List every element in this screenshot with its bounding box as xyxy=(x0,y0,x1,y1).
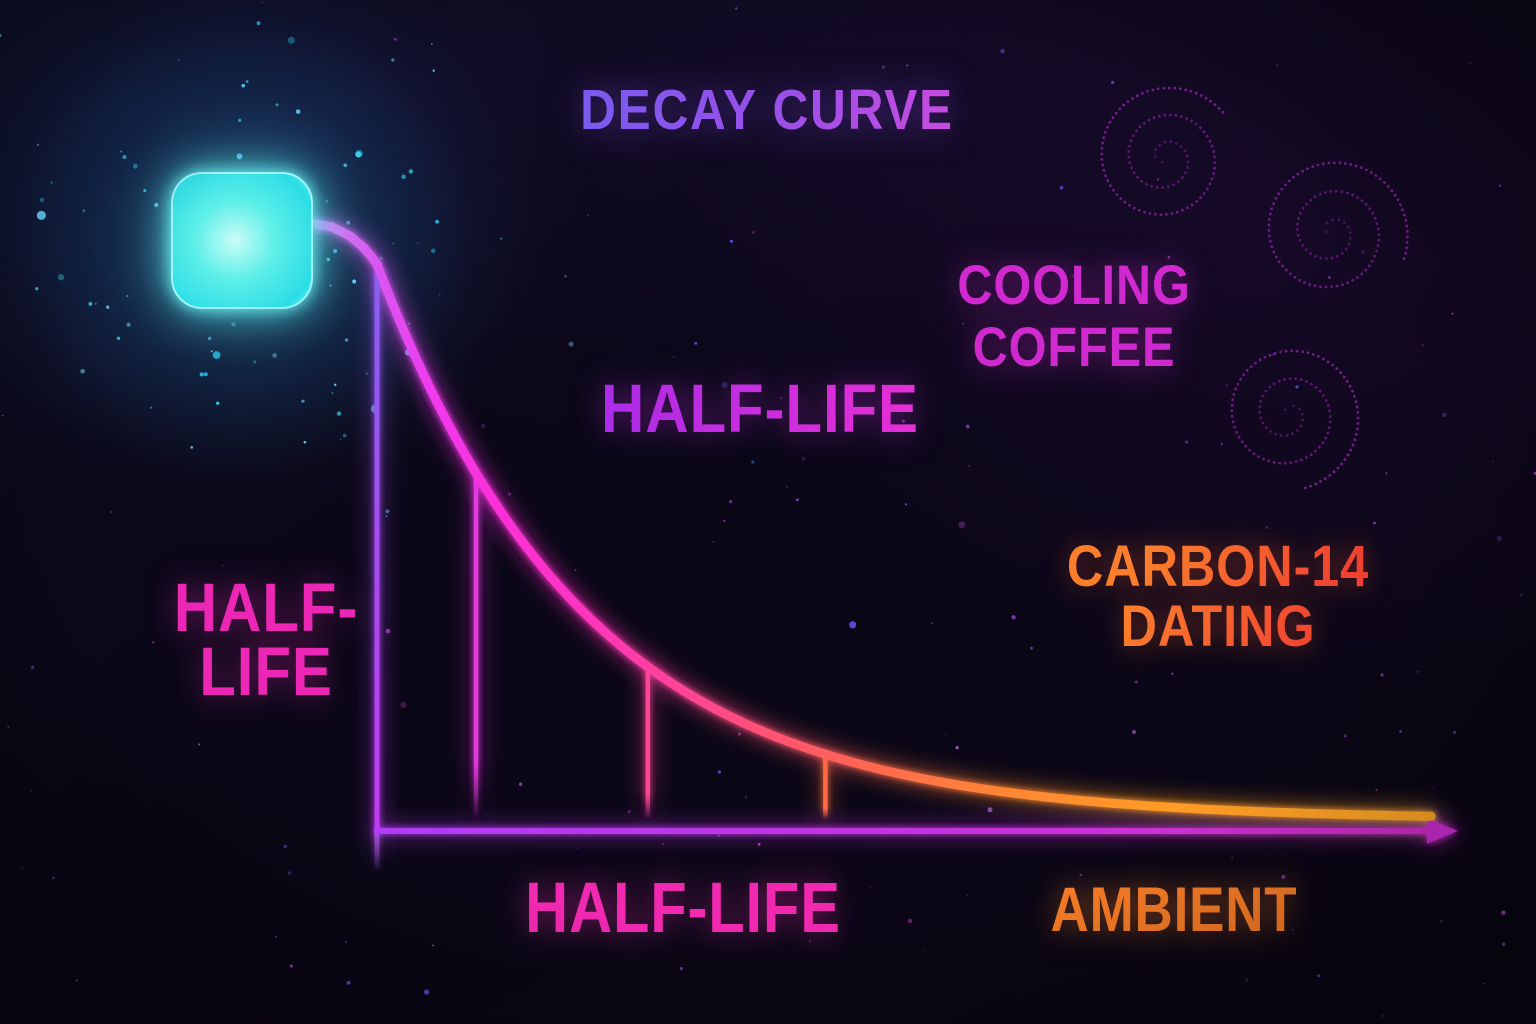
carbon-line2: DATING xyxy=(1120,594,1316,659)
x-axis-label: HALF-LIFE xyxy=(525,869,841,948)
carbon-line1: CARBON-14 xyxy=(1066,534,1370,599)
y-axis-label-line2: LIFE xyxy=(199,633,333,710)
steam-spirals xyxy=(1100,86,1409,490)
cooling-line2: COFFEE xyxy=(972,315,1176,378)
plot-lines xyxy=(306,218,1458,870)
annotation-cooling-coffee: COOLING COFFEE xyxy=(957,254,1190,378)
glowing-cube-group xyxy=(171,172,313,309)
asymptote-label: AMBIENT xyxy=(1050,875,1298,945)
chart-title: DECAY CURVE xyxy=(580,78,954,142)
cooling-line1: COOLING xyxy=(957,253,1191,316)
y-axis-label: HALF- LIFE xyxy=(173,569,359,710)
y-axis-label-line1: HALF- xyxy=(173,569,359,646)
half-life-ticks xyxy=(473,476,828,819)
x-axis-arrowhead xyxy=(1427,818,1458,844)
curve-half-life-label: HALF-LIFE xyxy=(601,370,919,447)
glowing-cube xyxy=(171,172,313,309)
decay-curve-line xyxy=(306,218,1436,821)
annotation-carbon-dating: CARBON-14 DATING xyxy=(1067,537,1369,657)
